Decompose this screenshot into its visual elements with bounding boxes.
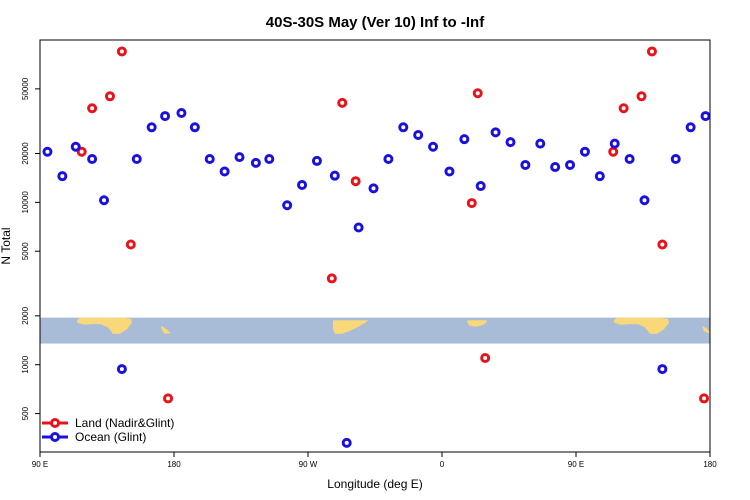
land-point (76, 146, 87, 157)
land-point (116, 46, 127, 57)
legend-land-label: Land (Nadir&Glint) (75, 416, 174, 430)
land-point (480, 352, 491, 363)
land-point (636, 91, 647, 102)
chart-title: 40S-30S May (Ver 10) Inf to -Inf (266, 14, 485, 31)
y-axis-label: N Total (0, 227, 13, 264)
y-tick-label: 20000 (21, 142, 30, 165)
australia-landmass (614, 317, 669, 334)
land-point (337, 97, 348, 108)
land-point (163, 393, 174, 404)
ocean-point (70, 141, 81, 152)
y-tick-label: 1000 (21, 355, 30, 373)
ocean-point (189, 122, 200, 133)
land-point (87, 103, 98, 114)
australia-landmass (77, 317, 132, 334)
ocean-point (475, 181, 486, 192)
ocean-point (297, 179, 308, 190)
ocean-point (624, 153, 635, 164)
x-axis-label: Longitude (deg E) (327, 477, 422, 491)
ocean-point (250, 157, 261, 168)
ocean-point (57, 171, 68, 182)
ocean-point (639, 195, 650, 206)
ocean-point (383, 153, 394, 164)
land-point (699, 393, 710, 404)
ocean-point (700, 111, 711, 122)
land-point (472, 88, 483, 99)
ocean-point (219, 166, 230, 177)
map-ocean (40, 317, 710, 344)
y-tick-label: 500 (21, 406, 30, 420)
legend-ocean-label: Ocean (Glint) (75, 430, 146, 444)
ocean-point (413, 129, 424, 140)
new-zealand-landmass (702, 326, 710, 334)
ocean-point (428, 141, 439, 152)
ocean-point (311, 155, 322, 166)
ocean-point (398, 122, 409, 133)
ocean-point (444, 166, 455, 177)
ocean-point (535, 138, 546, 149)
x-tick-label: 90 E (32, 460, 48, 469)
ocean-point (565, 159, 576, 170)
southern-africa-landmass (467, 320, 487, 327)
ocean-point (594, 171, 605, 182)
x-axis: 90 E 180 90 W 0 90 E 180 (32, 452, 717, 469)
map-strip (40, 317, 710, 344)
ocean-point (609, 138, 620, 149)
ocean-point (131, 153, 142, 164)
ocean-point (87, 153, 98, 164)
x-tick-label: 0 (440, 460, 445, 469)
ocean-point (204, 153, 215, 164)
ocean-point (579, 146, 590, 157)
land-point (618, 103, 629, 114)
ocean-point (657, 364, 668, 375)
x-tick-label: 90 W (299, 460, 318, 469)
y-tick-label: 50000 (21, 77, 30, 100)
ocean-point (264, 153, 275, 164)
ocean-point (353, 222, 364, 233)
land-point (104, 91, 115, 102)
ocean-point (341, 437, 352, 448)
ocean-point (368, 183, 379, 194)
ocean-point (282, 200, 293, 211)
land-point (657, 239, 668, 250)
ocean-point (685, 122, 696, 133)
ocean-point (99, 195, 110, 206)
ocean-point (670, 153, 681, 164)
land-point (646, 46, 657, 57)
ocean-point (520, 159, 531, 170)
ocean-point (550, 162, 561, 173)
south-america-landmass (333, 320, 368, 334)
ocean-point (160, 111, 171, 122)
land-point (608, 146, 619, 157)
legend-land-marker (50, 418, 60, 428)
ocean-point (329, 170, 340, 181)
y-tick-label: 5000 (21, 242, 30, 260)
y-tick-label: 10000 (21, 191, 30, 214)
plot-frame (39, 39, 711, 453)
land-point (326, 273, 337, 284)
ocean-point (176, 108, 187, 119)
legend: Land (Nadir&Glint)Ocean (Glint) (42, 416, 174, 444)
ocean-point (234, 152, 245, 163)
y-axis: 500 1000 2000 5000 10000 20000 50000 (21, 77, 40, 420)
land-point (466, 198, 477, 209)
ocean-point (505, 137, 516, 148)
y-tick-label: 2000 (21, 306, 30, 324)
new-zealand-landmass (161, 326, 171, 334)
ocean-point (42, 146, 53, 157)
ocean-point (490, 127, 501, 138)
ocean-point (459, 134, 470, 145)
ocean-point (146, 122, 157, 133)
ocean-point (116, 364, 127, 375)
land-point (350, 176, 361, 187)
x-tick-label: 180 (167, 460, 181, 469)
x-tick-label: 90 E (568, 460, 584, 469)
x-tick-label: 180 (703, 460, 717, 469)
land-point (125, 239, 136, 250)
legend-ocean-marker (50, 432, 60, 442)
